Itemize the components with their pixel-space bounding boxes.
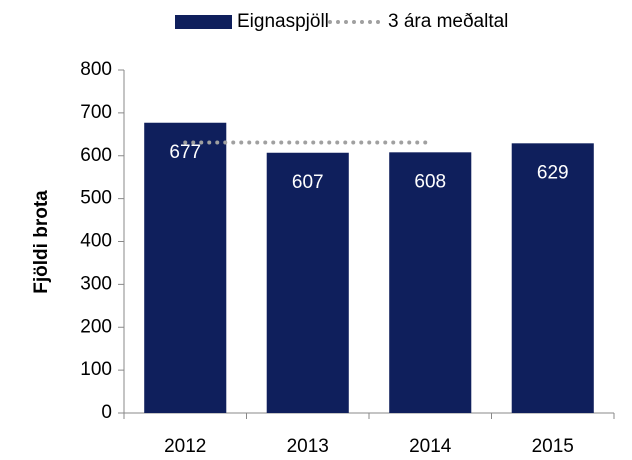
y-tick-label: 100 bbox=[80, 359, 112, 380]
y-tick-label: 0 bbox=[101, 402, 112, 423]
x-tick-label: 2014 bbox=[409, 436, 452, 457]
x-tick-label: 2013 bbox=[287, 436, 329, 457]
bar bbox=[144, 122, 227, 413]
legend-label: Eignaspjöll bbox=[237, 11, 329, 32]
y-axis-label: Fjöldi brota bbox=[31, 190, 52, 294]
y-tick-label: 400 bbox=[80, 231, 112, 252]
y-tick-label: 700 bbox=[80, 102, 112, 123]
y-tick-label: 600 bbox=[80, 145, 112, 166]
y-tick-label: 200 bbox=[80, 316, 112, 337]
data-label: 607 bbox=[292, 172, 324, 193]
y-tick-label: 300 bbox=[80, 273, 112, 294]
data-label: 608 bbox=[414, 171, 446, 192]
legend-swatch bbox=[175, 15, 232, 29]
x-tick-label: 2015 bbox=[532, 436, 574, 457]
bar bbox=[511, 143, 594, 413]
bar bbox=[389, 152, 472, 413]
bar bbox=[266, 152, 349, 413]
data-label: 677 bbox=[169, 142, 201, 163]
x-tick-label: 2012 bbox=[164, 436, 206, 457]
y-tick-label: 500 bbox=[80, 188, 112, 209]
y-tick-label: 800 bbox=[80, 59, 112, 80]
legend-label: 3 ára meðaltal bbox=[388, 11, 508, 32]
data-label: 629 bbox=[537, 162, 569, 183]
